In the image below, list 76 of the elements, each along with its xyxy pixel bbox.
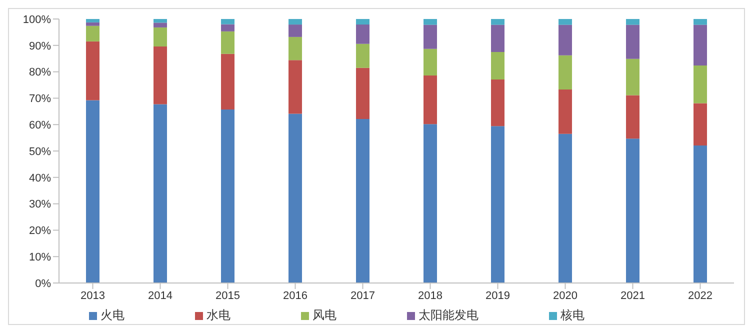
bar: [86, 22, 100, 26]
bar: [626, 95, 640, 139]
bar: [491, 79, 504, 126]
legend-label: 风电: [312, 308, 336, 322]
x-tick-label: 2015: [216, 290, 240, 302]
y-tick-label: 70%: [28, 93, 52, 106]
bar: [626, 138, 640, 283]
bar: [288, 60, 302, 114]
bar: [356, 44, 370, 68]
bar: [221, 24, 234, 32]
x-tick-label: 2013: [80, 290, 105, 302]
bar: [288, 114, 302, 283]
bar: [154, 27, 167, 46]
bar: [86, 19, 100, 22]
bar: [288, 36, 302, 60]
bar: [491, 24, 504, 52]
bar: [356, 119, 370, 283]
y-tick-label: 40%: [28, 172, 52, 184]
bar: [424, 24, 437, 49]
legend-label: 核电: [560, 308, 584, 322]
bar: [694, 24, 707, 66]
legend-label: 火电: [100, 308, 124, 322]
bar: [356, 19, 370, 25]
legend-label: 太阳能发电: [418, 308, 478, 322]
bar: [86, 26, 100, 42]
y-tick-label: 30%: [28, 198, 52, 211]
bar: [154, 19, 167, 23]
bar: [356, 24, 370, 44]
bar: [221, 110, 234, 283]
y-tick-label: 10%: [28, 252, 52, 264]
bar: [694, 145, 707, 283]
y-tick-label: 50%: [28, 146, 52, 158]
bar: [288, 24, 302, 37]
bar: [356, 68, 370, 120]
bar: [626, 58, 640, 96]
bar: [288, 19, 302, 25]
x-tick-label: 2021: [620, 290, 645, 302]
bar: [694, 19, 707, 25]
y-tick-label: 90%: [28, 40, 52, 52]
bar: [491, 52, 504, 80]
bar: [626, 19, 640, 25]
bar: [154, 46, 167, 104]
x-tick-label: 2017: [350, 290, 375, 302]
bar: [221, 31, 234, 54]
bar: [221, 54, 234, 110]
bar: [694, 65, 707, 104]
y-tick-label: 80%: [28, 66, 52, 79]
bar: [424, 48, 437, 76]
bar: [424, 19, 437, 25]
x-tick-label: 2016: [283, 290, 308, 302]
bar: [86, 100, 100, 283]
x-tick-label: 2018: [418, 290, 442, 302]
bar: [154, 22, 167, 28]
x-tick-label: 2022: [688, 290, 712, 302]
legend-label: 水电: [206, 308, 230, 322]
bar: [558, 24, 572, 56]
y-tick-label: 0%: [35, 278, 52, 290]
bar: [558, 55, 572, 90]
bar: [491, 19, 504, 25]
y-tick-label: 60%: [28, 120, 52, 132]
x-tick-label: 2020: [553, 290, 578, 302]
bar: [558, 134, 572, 283]
bar: [694, 103, 707, 146]
x-tick-label: 2014: [148, 290, 172, 302]
bar: [154, 104, 167, 283]
y-tick-label: 20%: [28, 225, 52, 238]
bar: [424, 124, 437, 283]
bar: [221, 19, 234, 24]
bar: [491, 126, 504, 283]
bar: [86, 41, 100, 100]
bar: [558, 19, 572, 25]
bar: [558, 89, 572, 134]
x-tick-label: 2019: [486, 290, 510, 302]
y-tick-label: 100%: [22, 14, 52, 26]
bar: [626, 24, 640, 59]
bar: [424, 75, 437, 124]
